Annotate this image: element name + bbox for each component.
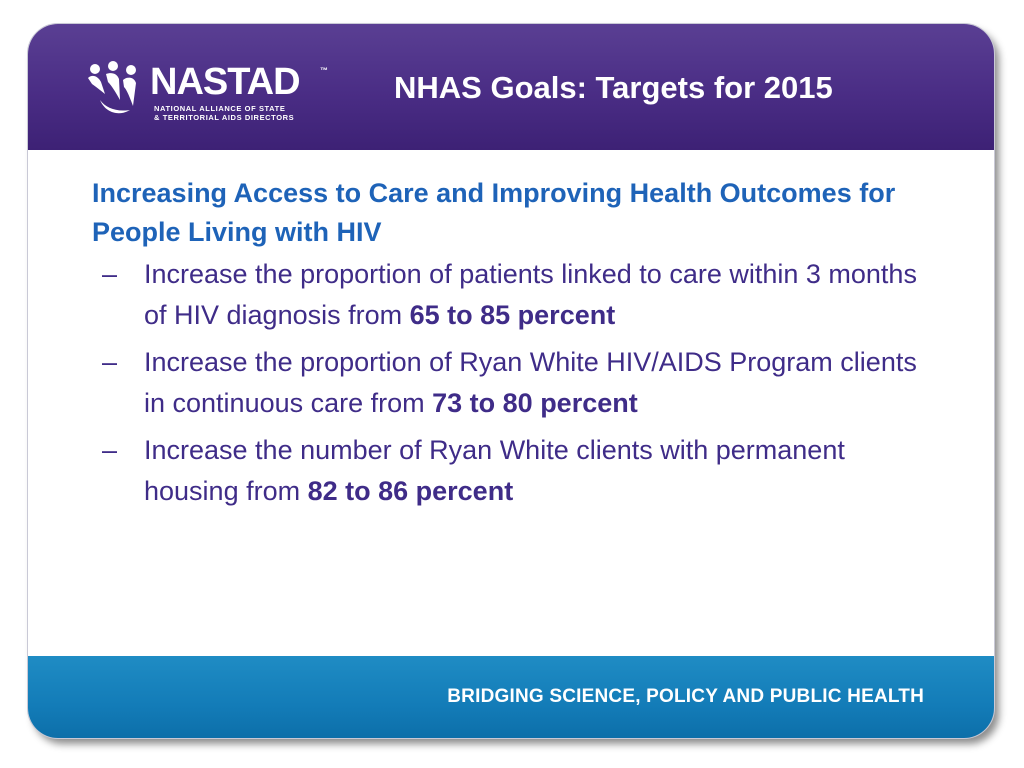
list-item: – Increase the proportion of Ryan White …: [92, 342, 942, 424]
list-item: – Increase the number of Ryan White clie…: [92, 430, 942, 512]
dash-bullet: –: [102, 347, 118, 377]
people-figures-icon: [88, 61, 136, 114]
header-band: NASTAD ™ NATIONAL ALLIANCE OF STATE & TE…: [28, 24, 994, 150]
bullet-emphasis: 65 to 85 percent: [409, 300, 616, 330]
goals-list: – Increase the proportion of patients li…: [92, 254, 942, 512]
slide: NASTAD ™ NATIONAL ALLIANCE OF STATE & TE…: [27, 23, 995, 739]
dash-bullet: –: [102, 259, 118, 289]
dash-bullet: –: [102, 435, 118, 465]
list-item: – Increase the proportion of patients li…: [92, 254, 942, 336]
slide-content: Increasing Access to Care and Improving …: [92, 174, 942, 518]
trademark-symbol: ™: [320, 66, 328, 75]
bullet-emphasis: 82 to 86 percent: [307, 476, 514, 506]
logo-wordmark: NASTAD: [150, 61, 301, 103]
section-heading: Increasing Access to Care and Improving …: [92, 178, 896, 247]
bullet-text: Increase the number of Ryan White client…: [144, 435, 845, 506]
footer-tagline: BRIDGING SCIENCE, POLICY AND PUBLIC HEAL…: [447, 686, 924, 707]
nastad-logo: NASTAD ™ NATIONAL ALLIANCE OF STATE & TE…: [86, 60, 346, 124]
bullet-text: Increase the proportion of patients link…: [144, 259, 917, 330]
logo-subtitle: NATIONAL ALLIANCE OF STATE & TERRITORIAL…: [154, 104, 294, 122]
footer-band: BRIDGING SCIENCE, POLICY AND PUBLIC HEAL…: [28, 656, 994, 738]
logo-subtitle-line1: NATIONAL ALLIANCE OF STATE: [154, 104, 286, 113]
logo-subtitle-line2: & TERRITORIAL AIDS DIRECTORS: [154, 113, 295, 122]
slide-title: NHAS Goals: Targets for 2015: [394, 70, 833, 105]
bullet-text: Increase the proportion of Ryan White HI…: [144, 347, 917, 418]
bullet-emphasis: 73 to 80 percent: [432, 388, 638, 418]
